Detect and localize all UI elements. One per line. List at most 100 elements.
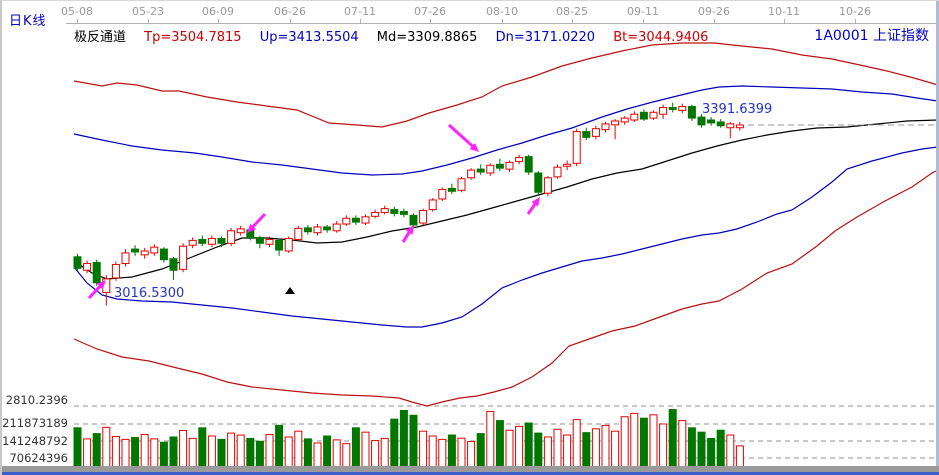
volume-bar bbox=[255, 440, 264, 468]
volume-bar bbox=[467, 441, 476, 468]
candle-body bbox=[582, 131, 591, 138]
volume-bar bbox=[707, 437, 716, 468]
volume-bar bbox=[236, 434, 245, 468]
indicator-bt-value: Bt=3044.9406 bbox=[613, 30, 709, 45]
candle-body bbox=[601, 123, 610, 131]
candle-body bbox=[351, 217, 360, 223]
volume-bar bbox=[572, 419, 581, 468]
date-tick-mark bbox=[502, 19, 503, 23]
volume-bar bbox=[207, 435, 216, 468]
date-tick-label: 08-25 bbox=[556, 5, 588, 18]
date-tick-mark bbox=[572, 19, 573, 23]
candle-body bbox=[659, 106, 668, 115]
candle-body bbox=[630, 113, 639, 121]
left-axis-labels: 2810.2396 211873189 141248792 70624396 bbox=[2, 1, 70, 475]
window-border-bottom-gray bbox=[2, 466, 939, 472]
volume-bar bbox=[294, 430, 303, 468]
candle-body bbox=[697, 116, 706, 126]
candle-body bbox=[419, 210, 428, 224]
date-tick-mark bbox=[643, 19, 644, 23]
volume-bar bbox=[639, 417, 648, 468]
candle-body bbox=[265, 238, 274, 245]
volume-bar bbox=[649, 414, 658, 468]
candle-body bbox=[563, 163, 572, 167]
date-tick-mark bbox=[148, 19, 149, 23]
candle-body bbox=[332, 223, 341, 232]
channel-line-md bbox=[73, 119, 939, 280]
indicator-up-value: Up=3413.5504 bbox=[259, 30, 359, 45]
volume-bar bbox=[505, 429, 514, 468]
volume-bar bbox=[428, 435, 437, 468]
volume-bar bbox=[399, 409, 408, 468]
candle-body bbox=[534, 172, 543, 193]
volume-bar bbox=[534, 432, 543, 468]
candle-body bbox=[467, 169, 476, 179]
date-tick-mark bbox=[855, 19, 856, 23]
candle-body bbox=[275, 239, 284, 251]
candle-body bbox=[572, 131, 581, 164]
signal-arrow-tail bbox=[250, 212, 267, 229]
volume-scale-label-3: 70624396 bbox=[9, 451, 68, 465]
candle-body bbox=[399, 211, 408, 215]
volume-bar bbox=[630, 412, 639, 468]
candle-body bbox=[131, 248, 140, 253]
volume-bar bbox=[371, 440, 380, 468]
candle-body bbox=[227, 230, 236, 244]
date-tick-mark bbox=[218, 19, 219, 23]
candle-body bbox=[188, 239, 197, 246]
candle-body bbox=[611, 120, 620, 126]
volume-scale-label-2: 141248792 bbox=[2, 434, 68, 448]
volume-bar bbox=[495, 420, 504, 468]
candle-body bbox=[342, 217, 351, 225]
date-tick-label: 06-09 bbox=[202, 5, 234, 18]
candle-body bbox=[438, 188, 447, 200]
volume-bar bbox=[476, 433, 485, 468]
volume-bar bbox=[716, 429, 725, 468]
candle-body bbox=[361, 216, 370, 224]
price-min-label: 2810.2396 bbox=[5, 393, 68, 407]
candle-body bbox=[620, 117, 629, 123]
channel-line-tp bbox=[73, 42, 939, 128]
date-tick-label: 09-26 bbox=[698, 5, 730, 18]
candle-body bbox=[524, 156, 533, 173]
date-tick-mark bbox=[714, 19, 715, 23]
volume-bar bbox=[553, 428, 562, 468]
channel-line-bt bbox=[73, 168, 939, 407]
volume-bar bbox=[140, 434, 149, 468]
indicator-row: 极反通道 Tp=3504.7815 Up=3413.5504 Md=3309.8… bbox=[74, 26, 722, 45]
volume-bar bbox=[361, 431, 370, 468]
date-tick-label: 06-26 bbox=[274, 5, 306, 18]
candle-body bbox=[313, 226, 322, 234]
volume-bar bbox=[275, 424, 284, 468]
volume-bar bbox=[111, 435, 120, 468]
volume-bar bbox=[543, 436, 552, 468]
triangle-marker bbox=[285, 287, 295, 294]
candle-body bbox=[668, 106, 677, 110]
volume-bar bbox=[620, 416, 629, 468]
volume-bar bbox=[515, 425, 524, 468]
date-tick-mark bbox=[360, 19, 361, 23]
volume-bar bbox=[351, 427, 360, 468]
candle-body bbox=[140, 250, 149, 256]
indicator-tp-value: Tp=3504.7815 bbox=[144, 30, 242, 45]
candle-body bbox=[409, 214, 418, 226]
candle-body bbox=[284, 237, 293, 252]
volume-bar bbox=[563, 434, 572, 468]
candle-body bbox=[486, 164, 495, 174]
volume-bar bbox=[227, 432, 236, 468]
volume-bar bbox=[246, 437, 255, 468]
candle-body bbox=[371, 211, 380, 217]
volume-bar bbox=[591, 428, 600, 468]
volume-bar bbox=[697, 431, 706, 468]
signal-arrow-tail bbox=[401, 230, 412, 243]
signal-arrow-head bbox=[247, 223, 257, 233]
volume-bar bbox=[486, 410, 495, 468]
symbol-label: 1A0001 上证指数 bbox=[814, 28, 929, 44]
volume-bar bbox=[159, 441, 168, 468]
volume-bar bbox=[179, 429, 188, 468]
volume-bar bbox=[102, 426, 111, 468]
candle-body bbox=[687, 106, 696, 119]
date-tick-label: 08-10 bbox=[486, 5, 518, 18]
